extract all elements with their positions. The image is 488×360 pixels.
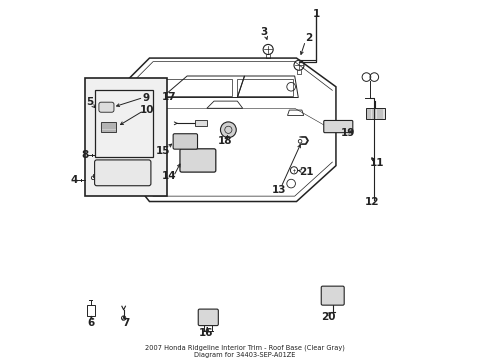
Bar bbox=[165, 78, 231, 96]
Text: 7: 7 bbox=[122, 318, 129, 328]
Text: 9: 9 bbox=[142, 93, 149, 103]
Text: 1: 1 bbox=[312, 9, 319, 19]
Text: 14: 14 bbox=[162, 171, 176, 181]
Text: 11: 11 bbox=[369, 158, 384, 168]
FancyBboxPatch shape bbox=[198, 309, 218, 325]
Text: 5: 5 bbox=[86, 97, 93, 107]
Text: 13: 13 bbox=[271, 185, 285, 195]
Bar bbox=[101, 122, 116, 132]
Bar bbox=[99, 167, 124, 181]
FancyBboxPatch shape bbox=[321, 286, 344, 305]
Text: 6: 6 bbox=[87, 318, 95, 328]
Text: 4: 4 bbox=[70, 175, 78, 185]
Text: 17: 17 bbox=[161, 92, 176, 102]
Bar bbox=[85, 78, 167, 196]
Text: 16: 16 bbox=[198, 328, 213, 338]
Bar bbox=[86, 305, 94, 316]
Circle shape bbox=[220, 122, 236, 138]
Bar bbox=[94, 90, 152, 157]
Text: 2: 2 bbox=[304, 33, 311, 43]
FancyBboxPatch shape bbox=[180, 149, 215, 172]
Text: 15: 15 bbox=[156, 146, 170, 156]
Text: 19: 19 bbox=[341, 128, 355, 138]
Text: 8: 8 bbox=[81, 150, 89, 160]
Text: 10: 10 bbox=[140, 105, 154, 115]
Text: 3: 3 bbox=[260, 27, 267, 37]
Bar bbox=[237, 78, 292, 96]
FancyBboxPatch shape bbox=[99, 102, 114, 112]
Text: 12: 12 bbox=[364, 197, 378, 207]
FancyBboxPatch shape bbox=[323, 121, 352, 133]
Text: 20: 20 bbox=[320, 312, 335, 322]
FancyBboxPatch shape bbox=[195, 120, 206, 126]
Bar bbox=[365, 108, 385, 119]
FancyBboxPatch shape bbox=[94, 160, 151, 186]
Text: 2007 Honda Ridgeline Interior Trim - Roof Base (Clear Gray)
Diagram for 34403-SE: 2007 Honda Ridgeline Interior Trim - Roo… bbox=[144, 344, 344, 357]
Text: 21: 21 bbox=[298, 167, 313, 177]
Text: 18: 18 bbox=[218, 136, 232, 145]
FancyBboxPatch shape bbox=[173, 134, 197, 149]
